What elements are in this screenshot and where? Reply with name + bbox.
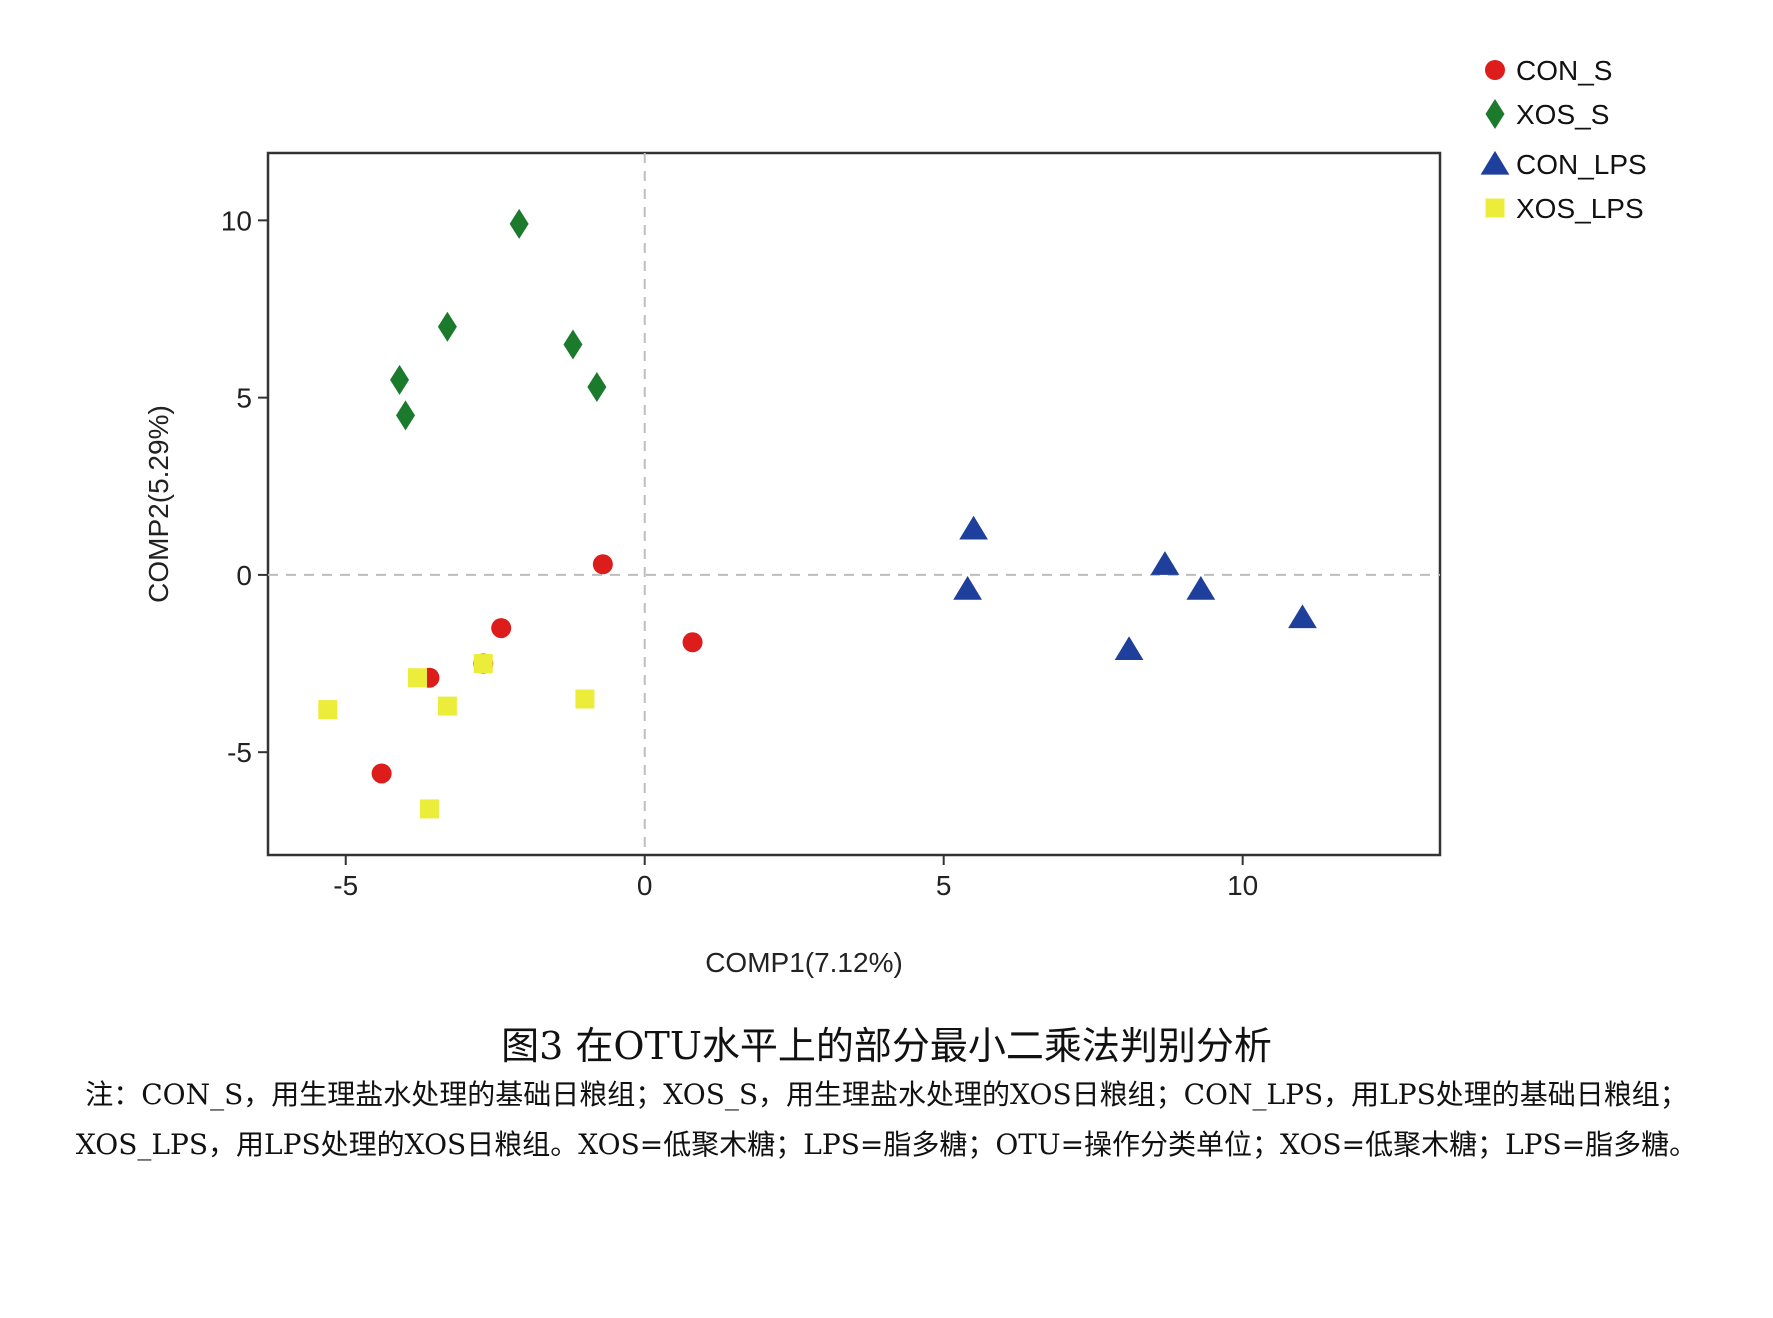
point-xos-s: [587, 372, 607, 402]
figure-caption-title: 图3 在OTU水平上的部分最小二乘法判别分析: [501, 1024, 1272, 1068]
legend-label: CON_LPS: [1516, 149, 1647, 180]
point-con-s: [682, 632, 703, 653]
legend-label: CON_S: [1516, 55, 1612, 86]
point-xos-lps: [473, 654, 493, 674]
point-con-s: [491, 618, 512, 639]
point-xos-s: [563, 329, 583, 360]
figure-caption-note-line1: 注：CON_S，用生理盐水处理的基础日粮组；XOS_S，用生理盐水处理的XOS日…: [85, 1078, 1688, 1111]
point-xos-lps: [575, 689, 595, 709]
y-axis-label: COMP2(5.29%): [143, 405, 174, 603]
point-xos-lps: [419, 799, 439, 819]
legend: CON_S XOS_S CON_LPS XOS_LPS: [1480, 55, 1647, 224]
x-tick-label: -5: [333, 870, 358, 901]
y-tick-label: 0: [236, 560, 252, 591]
point-con-lps: [959, 515, 988, 540]
y-axis: -5 0 5 10: [221, 205, 268, 768]
point-xos-s: [437, 311, 457, 342]
y-tick-label: -5: [227, 737, 252, 768]
legend-label: XOS_S: [1516, 99, 1609, 130]
y-tick-label: 10: [221, 205, 252, 236]
point-xos-s: [390, 364, 410, 395]
legend-marker-xos-lps: [1485, 198, 1505, 218]
legend-marker-con-s: [1485, 60, 1505, 80]
y-tick-label: 5: [236, 383, 252, 414]
x-tick-label: 0: [637, 870, 653, 901]
point-con-s: [592, 554, 613, 575]
point-xos-s: [396, 400, 416, 431]
data-points: [318, 208, 1317, 819]
x-tick-label: 10: [1227, 870, 1258, 901]
x-tick-label: 5: [936, 870, 952, 901]
point-xos-lps: [437, 696, 457, 716]
point-con-lps: [1186, 575, 1216, 600]
point-xos-lps: [407, 668, 427, 688]
x-axis-label: COMP1(7.12%): [705, 947, 903, 978]
point-con-lps: [1150, 551, 1180, 575]
point-con-s: [371, 763, 392, 784]
plot-frame: [266, 151, 1442, 857]
legend-label: XOS_LPS: [1516, 193, 1644, 224]
point-con-lps: [1288, 604, 1317, 629]
point-con-lps: [953, 575, 982, 600]
point-xos-lps: [318, 700, 338, 720]
figure-caption-note-line2: XOS_LPS，用LPS处理的XOS日粮组。XOS=低聚木糖；LPS=脂多糖；O…: [75, 1128, 1698, 1161]
point-con-lps: [1114, 636, 1144, 660]
x-axis: -5 0 5 10: [333, 855, 1258, 901]
reference-lines: [268, 153, 1440, 855]
legend-marker-xos-s: [1485, 99, 1505, 129]
point-xos-s: [509, 208, 529, 239]
legend-marker-con-lps: [1480, 150, 1510, 175]
